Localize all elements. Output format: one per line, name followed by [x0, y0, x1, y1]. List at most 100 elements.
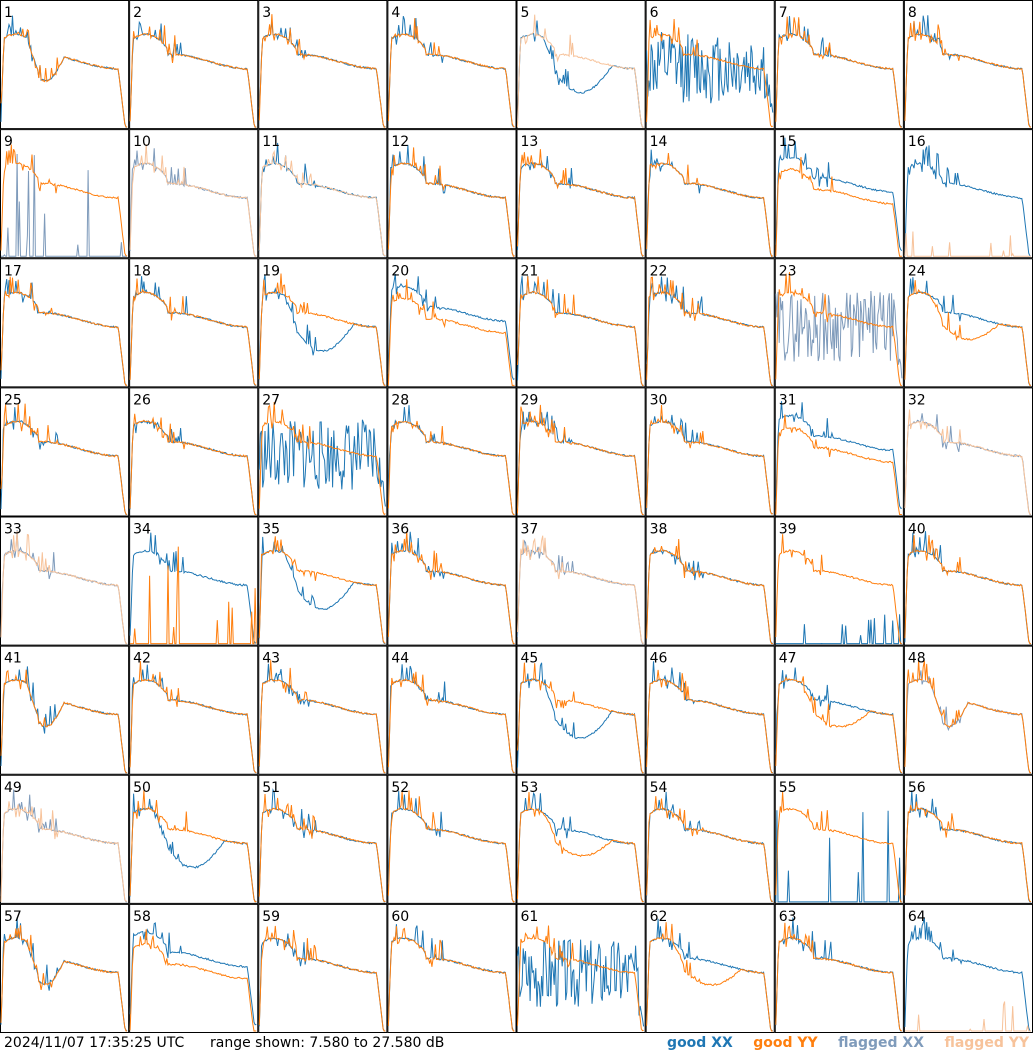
panel-label: 3: [262, 5, 271, 21]
legend-flagged-yy: flagged YY: [944, 1035, 1029, 1051]
series-yy-good: [646, 922, 773, 1032]
panel-label: 33: [4, 522, 22, 538]
series-yy-flagged: [517, 14, 644, 128]
panel-5: 5: [516, 0, 646, 130]
panel-frame: [645, 129, 775, 259]
panel-label: 50: [133, 780, 151, 796]
panel-27: 27: [258, 387, 388, 517]
series-yy-good: [775, 534, 902, 645]
panel-label: 11: [262, 134, 280, 150]
panel-4: 4: [387, 0, 517, 130]
series-yy-good: [258, 660, 386, 774]
panel-frame: [516, 516, 646, 646]
panel-45: 45: [516, 645, 646, 775]
panel-36: 36: [387, 516, 517, 646]
panel-62: 62: [645, 903, 775, 1033]
panel-frame: [258, 258, 388, 388]
panel-label: 19: [262, 263, 280, 279]
panel-frame: [258, 645, 388, 775]
panel-frame: [258, 516, 388, 646]
panel-frame: [258, 0, 388, 130]
panel-label: 27: [262, 392, 280, 408]
panel-54: 54: [645, 774, 775, 904]
panel-16: 16: [903, 129, 1033, 259]
series-yy-good: [775, 16, 902, 128]
series-xx-good: [387, 273, 515, 380]
panel-frame: [0, 129, 130, 259]
panel-61: 61: [516, 903, 646, 1033]
panel-label: 49: [4, 780, 22, 796]
panel-frame: [903, 903, 1033, 1033]
panel-frame: [129, 774, 259, 904]
series-yy-good: [517, 276, 644, 386]
series-yy-good: [904, 20, 1032, 128]
series-yy-good: [130, 546, 257, 645]
range-text: range shown: 7.580 to 27.580 dB: [210, 1035, 445, 1051]
panel-frame: [129, 645, 259, 775]
series-yy-good: [0, 144, 128, 257]
series-yy-good: [129, 929, 257, 1032]
series-yy-flagged: [0, 531, 128, 645]
panel-label: 1: [4, 5, 13, 21]
series-yy-good: [0, 669, 128, 774]
panel-label: 38: [650, 522, 668, 538]
panel-11: 11: [258, 129, 388, 259]
panel-label: 25: [4, 392, 22, 408]
panel-label: 20: [391, 263, 409, 279]
panel-48: 48: [903, 645, 1033, 775]
panel-19: 19: [258, 258, 388, 388]
panel-8: 8: [903, 0, 1033, 130]
panel-label: 35: [262, 522, 280, 538]
panel-57: 57: [0, 903, 130, 1033]
panel-33: 33: [0, 516, 130, 646]
panel-52: 52: [387, 774, 517, 904]
panel-7: 7: [774, 0, 904, 130]
panel-frame: [258, 774, 388, 904]
panel-26: 26: [129, 387, 259, 517]
series-yy-good: [387, 18, 515, 128]
panel-frame: [387, 258, 517, 388]
series-yy-good: [517, 662, 644, 774]
panel-label: 22: [650, 263, 668, 279]
panel-label: 28: [391, 392, 409, 408]
panel-label: 37: [521, 522, 539, 538]
series-yy-good: [775, 157, 902, 257]
panel-label: 58: [133, 909, 151, 925]
panel-6: 6: [645, 0, 775, 130]
series-yy-good: [904, 280, 1031, 386]
panel-frame: [0, 903, 130, 1033]
series-xx-good: [775, 810, 902, 903]
panel-24: 24: [903, 258, 1033, 388]
panel-17: 17: [0, 258, 130, 388]
series-yy-good: [775, 922, 903, 1032]
panel-frame: [774, 387, 904, 517]
panel-label: 7: [779, 5, 788, 21]
series-xx-good: [129, 922, 257, 1026]
series-yy-good: [646, 538, 773, 645]
panel-frame: [129, 258, 259, 388]
panel-34: 34: [129, 516, 259, 646]
panel-label: 41: [4, 651, 22, 667]
series-yy-good: [517, 925, 644, 1032]
panel-label: 21: [521, 263, 539, 279]
panel-label: 18: [133, 263, 151, 279]
panel-frame: [0, 387, 130, 517]
panel-label: 45: [521, 651, 539, 667]
panel-50: 50: [129, 774, 259, 904]
panel-label: 61: [521, 909, 539, 925]
panel-label: 42: [133, 651, 151, 667]
panel-label: 9: [4, 134, 13, 150]
panel-label: 52: [391, 780, 409, 796]
panel-51: 51: [258, 774, 388, 904]
series-yy-good: [517, 149, 644, 257]
panel-55: 55: [774, 774, 904, 904]
panel-frame: [387, 129, 517, 259]
panel-frame: [0, 645, 130, 775]
series-yy-good: [775, 676, 903, 774]
panel-9: 9: [0, 129, 130, 259]
panel-31: 31: [774, 387, 904, 517]
legend-flagged-xx: flagged XX: [838, 1035, 924, 1051]
series-xx-good: [258, 419, 386, 507]
panel-12: 12: [387, 129, 517, 259]
